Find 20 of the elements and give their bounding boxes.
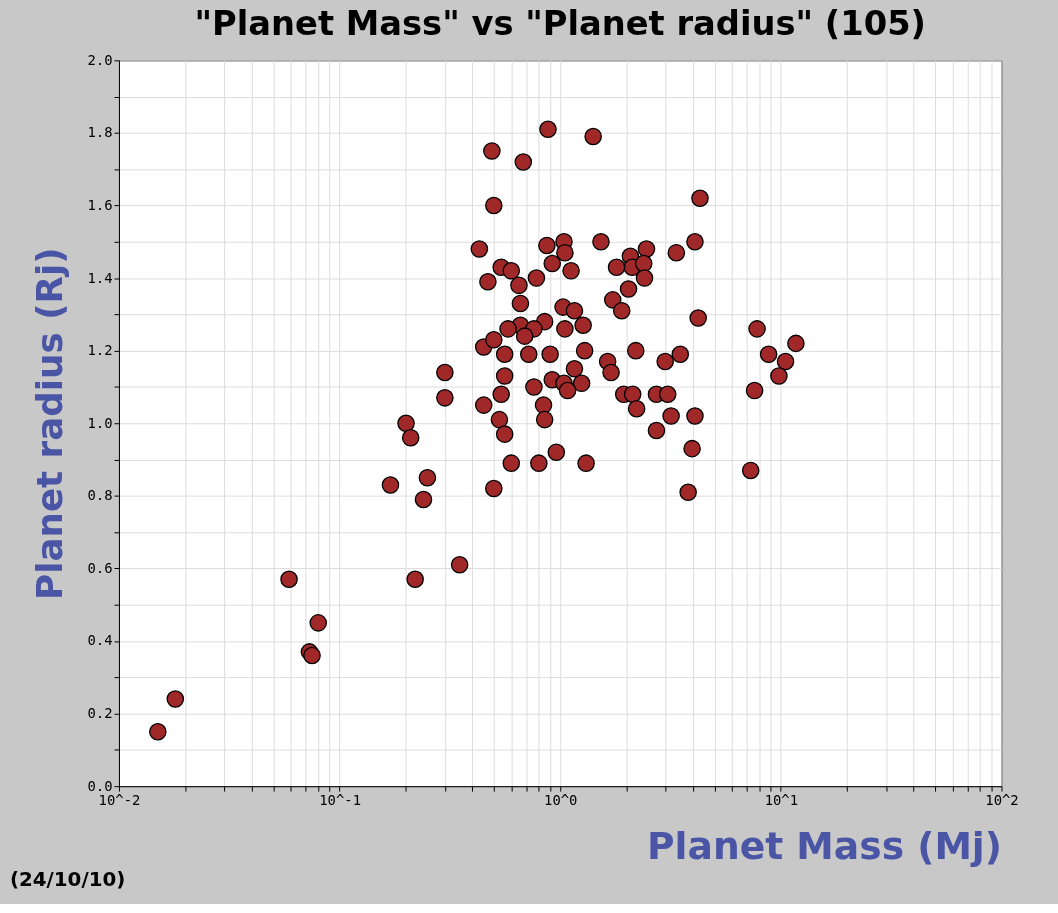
x-tick-label: 10^2: [985, 791, 1019, 808]
text: (24/10/10): [9, 868, 126, 892]
y-tick-label: 0.4: [87, 632, 113, 649]
y-tick-label: 0.8: [87, 487, 113, 504]
y-tick-label: 2.0: [87, 51, 113, 68]
y-tick-label: 1.2: [87, 342, 113, 359]
x-tick-label: 10^1: [764, 791, 799, 808]
chart-title: "Planet Mass" vs "Planet radius" (105): [194, 3, 926, 43]
y-axis-title: Planet radius (Rj): [28, 247, 70, 600]
y-tick-label: 1.4: [87, 269, 113, 286]
y-tick-label: 1.8: [87, 124, 113, 141]
x-tick-label: 10^0: [544, 791, 578, 808]
x-axis-title: Planet Mass (Mj): [646, 824, 1002, 869]
x-tick-label: 10^-1: [319, 791, 361, 808]
y-tick-label: 0.0: [87, 777, 113, 794]
y-tick-label: 0.6: [87, 559, 113, 576]
y-tick-label: 0.2: [87, 705, 113, 722]
y-tick-label: 1.6: [87, 196, 113, 213]
x-tick-label: 10^-2: [98, 791, 141, 808]
y-tick-label: 1.0: [87, 414, 113, 431]
